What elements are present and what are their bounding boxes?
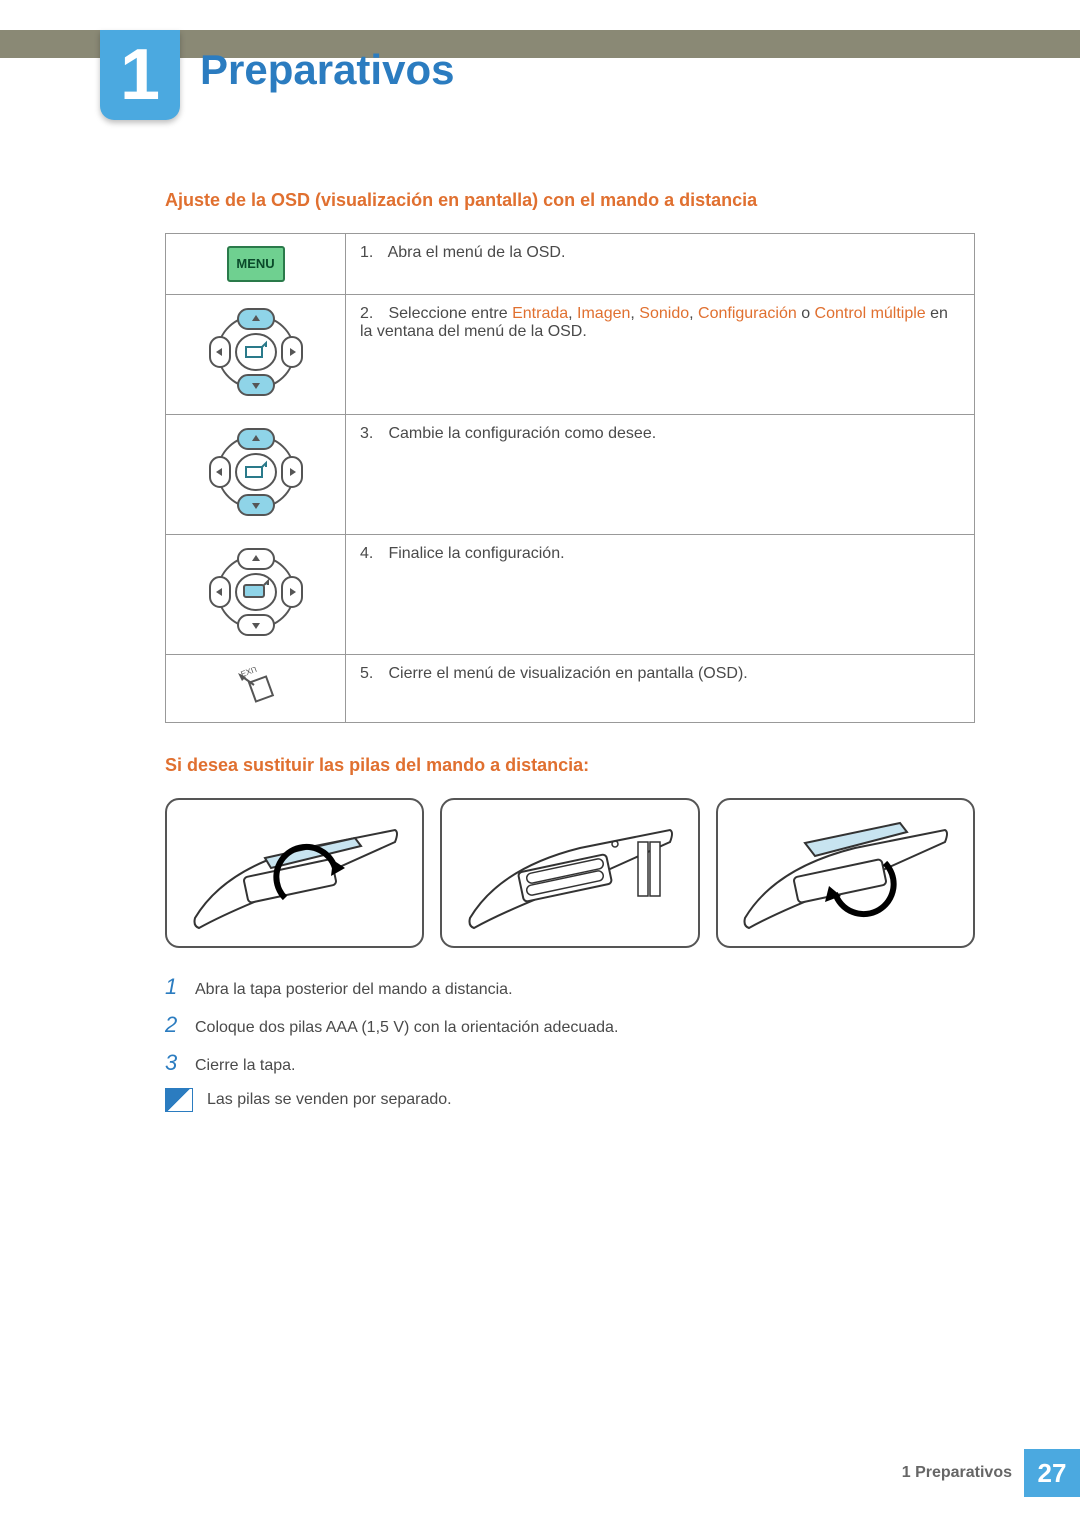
exit-cell: EXIT [166, 655, 346, 723]
page-footer: 1 Preparativos 27 [902, 1449, 1080, 1497]
list-item: 1 Abra la tapa posterior del mando a dis… [165, 974, 975, 1000]
list-item: 3 Cierre la tapa. [165, 1050, 975, 1076]
battery-illustration-row [165, 798, 975, 948]
page-content: Ajuste de la OSD (visualización en panta… [165, 190, 975, 1112]
section1-heading: Ajuste de la OSD (visualización en panta… [165, 190, 975, 211]
step-number: 2 [165, 1012, 195, 1038]
text-span: Seleccione entre [388, 305, 512, 322]
step-text-cell: 1. Abra el menú de la OSD. [346, 234, 975, 295]
dpad-icon [208, 307, 304, 402]
step-text-cell: 2. Seleccione entre Entrada, Imagen, Son… [346, 295, 975, 415]
table-row: EXIT 5. Cierre el menú de visualización … [166, 655, 975, 723]
highlight-span: Entrada [512, 305, 568, 322]
highlight-span: Sonido [639, 305, 689, 322]
dpad-cell [166, 295, 346, 415]
footer-label: 1 Preparativos [902, 1464, 1012, 1482]
battery-steps-list: 1 Abra la tapa posterior del mando a dis… [165, 974, 975, 1112]
dpad-cell [166, 415, 346, 535]
step-number: 5. [360, 665, 384, 683]
step-text: Finalice la configuración. [388, 545, 564, 562]
page-number: 27 [1024, 1449, 1080, 1497]
step-text: Cambie la configuración como desee. [388, 425, 656, 442]
note-text: Las pilas se venden por separado. [207, 1091, 452, 1109]
text-span: , [689, 305, 698, 322]
step-number: 1. [360, 244, 384, 262]
step-text: Abra el menú de la OSD. [388, 244, 566, 261]
dpad-icon [208, 427, 304, 522]
step-number: 3 [165, 1050, 195, 1076]
section2-heading: Si desea sustituir las pilas del mando a… [165, 755, 975, 776]
step-text: Abra la tapa posterior del mando a dista… [195, 981, 513, 999]
text-span: o [797, 305, 815, 322]
battery-panel-1 [165, 798, 424, 948]
svg-text:EXIT: EXIT [239, 667, 259, 679]
step-number: 2. [360, 305, 384, 323]
osd-steps-table: MENU 1. Abra el menú de la OSD. [165, 233, 975, 723]
text-span: , [630, 305, 639, 322]
step-number: 1 [165, 974, 195, 1000]
table-row: MENU 1. Abra el menú de la OSD. [166, 234, 975, 295]
menu-button-icon: MENU [227, 246, 285, 282]
dpad-cell [166, 535, 346, 655]
step-text-cell: 3. Cambie la configuración como desee. [346, 415, 975, 535]
step-text-cell: 4. Finalice la configuración. [346, 535, 975, 655]
highlight-span: Imagen [577, 305, 630, 322]
battery-panel-2 [440, 798, 699, 948]
table-row: 3. Cambie la configuración como desee. [166, 415, 975, 535]
note-row: Las pilas se venden por separado. [165, 1088, 975, 1112]
chapter-title: Preparativos [200, 46, 454, 94]
exit-icon: EXIT [234, 667, 278, 710]
note-icon [165, 1088, 193, 1112]
chapter-number-badge: 1 [100, 30, 180, 120]
menu-button-cell: MENU [166, 234, 346, 295]
table-row: 4. Finalice la configuración. [166, 535, 975, 655]
highlight-span: Control múltiple [815, 305, 926, 322]
battery-panel-3 [716, 798, 975, 948]
step-text: Coloque dos pilas AAA (1,5 V) con la ori… [195, 1019, 618, 1037]
list-item: 2 Coloque dos pilas AAA (1,5 V) con la o… [165, 1012, 975, 1038]
step-text: Seleccione entre Entrada, Imagen, Sonido… [360, 305, 948, 340]
step-number: 3. [360, 425, 384, 443]
step-text-cell: 5. Cierre el menú de visualización en pa… [346, 655, 975, 723]
table-row: 2. Seleccione entre Entrada, Imagen, Son… [166, 295, 975, 415]
step-text: Cierre el menú de visualización en panta… [388, 665, 747, 682]
dpad-icon [208, 547, 304, 642]
step-number: 4. [360, 545, 384, 563]
step-text: Cierre la tapa. [195, 1057, 296, 1075]
text-span: , [568, 305, 577, 322]
highlight-span: Configuración [698, 305, 797, 322]
